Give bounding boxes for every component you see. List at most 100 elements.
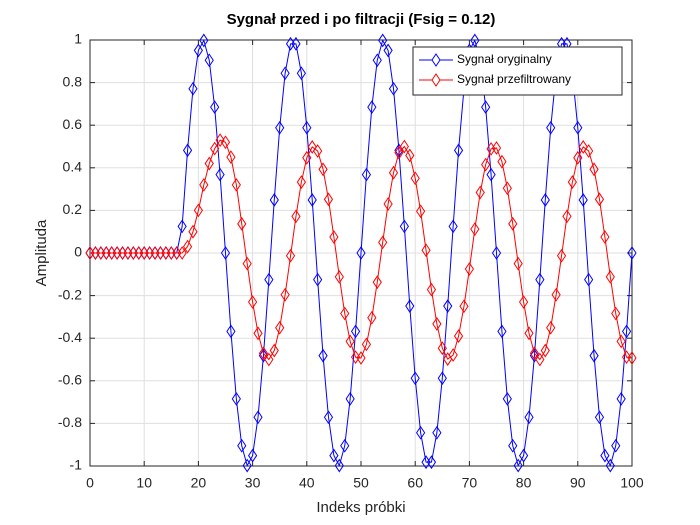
marker	[432, 425, 442, 440]
marker	[437, 341, 447, 356]
x-tick-label: 40	[299, 475, 315, 491]
marker	[470, 222, 480, 237]
marker	[334, 458, 344, 473]
marker	[350, 324, 361, 339]
marker	[177, 246, 187, 260]
marker	[340, 306, 350, 321]
y-tick-label: 0.8	[63, 73, 83, 89]
marker	[578, 193, 588, 207]
marker	[416, 204, 426, 219]
marker	[253, 326, 263, 341]
x-tick-label: 60	[407, 475, 423, 491]
marker	[285, 248, 296, 263]
marker	[594, 410, 605, 425]
marker	[247, 448, 258, 463]
y-tick-label: -0.2	[58, 286, 82, 302]
marker	[394, 145, 404, 160]
y-tick-label: -0.8	[58, 414, 82, 430]
marker	[540, 193, 550, 207]
marker	[204, 53, 214, 68]
marker	[481, 100, 491, 114]
marker	[231, 177, 241, 192]
marker	[486, 167, 496, 182]
legend-marker	[431, 53, 441, 67]
marker	[193, 43, 204, 58]
marker	[204, 156, 214, 171]
marker	[345, 334, 355, 349]
marker	[269, 343, 279, 358]
marker	[367, 310, 377, 325]
marker	[508, 216, 518, 231]
marker	[323, 410, 334, 425]
marker	[318, 162, 328, 177]
marker	[269, 193, 279, 207]
marker	[199, 177, 209, 192]
marker	[275, 120, 285, 135]
marker	[383, 43, 393, 58]
marker	[182, 143, 193, 158]
series-line	[90, 39, 633, 467]
marker	[535, 272, 545, 287]
marker	[600, 448, 610, 463]
marker	[621, 350, 632, 365]
marker	[529, 346, 540, 361]
marker	[605, 269, 615, 284]
marker	[329, 448, 339, 463]
marker	[220, 135, 231, 150]
marker	[388, 165, 399, 180]
marker	[589, 348, 599, 363]
marker	[410, 171, 420, 186]
marker	[177, 219, 187, 234]
marker	[275, 320, 285, 335]
legend-marker	[431, 73, 441, 87]
marker	[551, 287, 561, 302]
x-tick-label: 30	[245, 475, 261, 491]
y-tick-label: 1	[74, 31, 82, 47]
marker	[502, 392, 512, 406]
marker	[600, 230, 610, 244]
marker	[291, 209, 301, 224]
marker	[199, 33, 209, 48]
marker	[443, 299, 453, 313]
marker	[361, 167, 372, 182]
marker	[491, 141, 502, 155]
marker	[242, 458, 252, 473]
marker	[215, 167, 225, 182]
chart-title: Sygnał przed i po filtracji (Fsig = 0.12…	[227, 11, 496, 28]
marker	[296, 66, 306, 81]
marker	[215, 133, 225, 148]
marker	[518, 295, 529, 309]
marker	[540, 343, 550, 358]
marker	[226, 324, 236, 339]
marker	[231, 392, 241, 406]
marker	[605, 458, 615, 473]
marker	[556, 248, 567, 263]
y-tick-label: 0.6	[63, 116, 83, 132]
marker	[210, 100, 220, 114]
marker	[226, 150, 236, 165]
marker	[546, 320, 556, 335]
marker	[524, 326, 534, 341]
marker	[372, 53, 382, 68]
marker	[448, 348, 458, 362]
marker	[562, 209, 572, 224]
marker	[453, 329, 464, 343]
y-tick-label: -1	[70, 457, 83, 473]
marker	[611, 438, 621, 453]
marker	[497, 154, 507, 169]
marker	[280, 66, 290, 81]
marker	[491, 246, 502, 260]
marker	[573, 150, 583, 165]
marker	[378, 235, 388, 250]
marker	[524, 410, 534, 425]
marker	[399, 219, 409, 234]
marker	[513, 458, 523, 473]
marker	[627, 351, 637, 365]
legend-label: Sygnał przefiltrowany	[457, 72, 571, 86]
marker	[399, 139, 409, 154]
marker	[437, 371, 447, 386]
x-tick-label: 20	[191, 475, 207, 491]
marker	[253, 410, 263, 425]
marker	[481, 157, 491, 172]
x-tick-label: 90	[570, 475, 586, 491]
